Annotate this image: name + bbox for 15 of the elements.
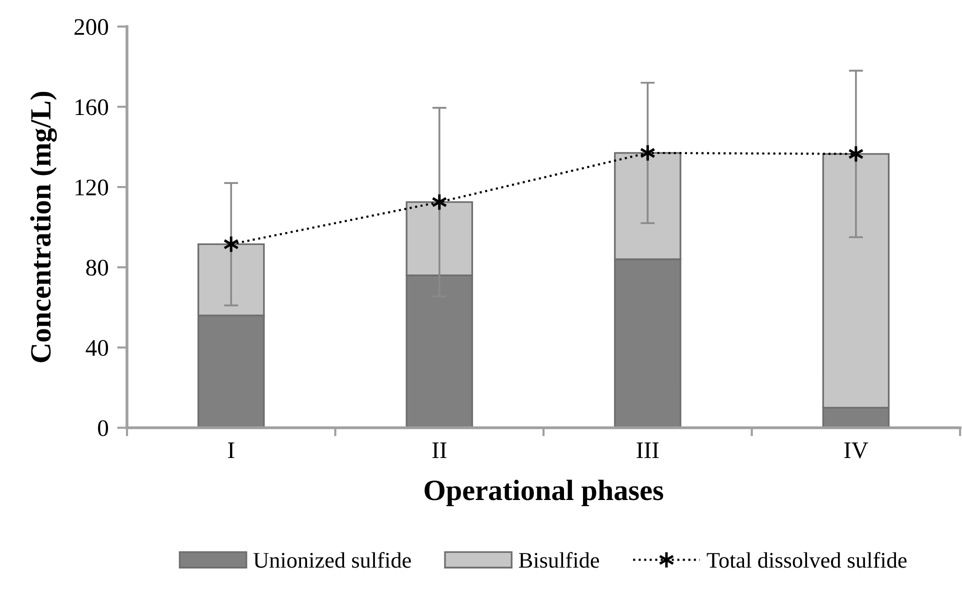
y-tick-label: 160 bbox=[76, 99, 108, 116]
x-tick-label: III bbox=[636, 442, 659, 458]
x-tick-label: IV bbox=[844, 442, 868, 458]
x-tick-label: II bbox=[432, 442, 446, 458]
legend-label: Unionized sulfide bbox=[254, 552, 411, 568]
y-tick-label: 80 bbox=[86, 260, 108, 276]
legend-label: Total dissolved sulfide bbox=[706, 552, 907, 568]
x-axis-title: Operational phases bbox=[424, 480, 664, 506]
y-tick-label: 0 bbox=[98, 420, 108, 436]
y-tick-label: 120 bbox=[76, 180, 108, 196]
y-axis-title: Concentration (mg/L) bbox=[30, 92, 57, 362]
y-tick-label: 200 bbox=[74, 19, 108, 35]
y-tick-label: 40 bbox=[86, 340, 108, 356]
x-tick-label: I bbox=[228, 442, 234, 458]
legend-label: Bisulfide bbox=[518, 552, 600, 568]
